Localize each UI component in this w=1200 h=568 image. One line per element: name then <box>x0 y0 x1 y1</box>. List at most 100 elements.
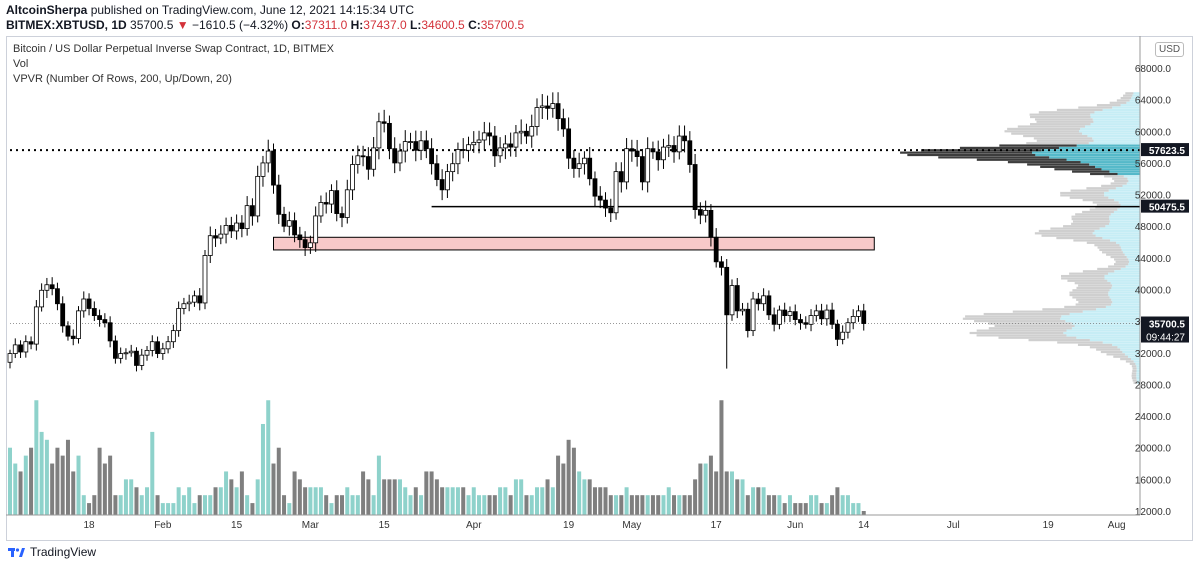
volume-bar <box>513 479 518 515</box>
currency-button[interactable]: USD <box>1155 42 1185 57</box>
price-label-box <box>1141 143 1189 157</box>
volume-bar <box>413 487 418 515</box>
volume-bar <box>192 503 197 515</box>
volume-bar <box>65 439 70 515</box>
volume-bar <box>292 471 297 515</box>
volume-profile-down-row <box>1112 177 1128 180</box>
volume-bar <box>345 487 350 515</box>
volume-bar <box>535 487 539 515</box>
y-tick-label: 24000.0 <box>1135 412 1172 423</box>
volume-bar <box>766 495 771 515</box>
x-tick-label: 15 <box>379 520 391 531</box>
volume-bar <box>629 495 634 515</box>
volume-profile-down-row <box>1036 139 1094 142</box>
volume-profile-up-row <box>1112 343 1140 346</box>
candle-body <box>170 330 176 343</box>
volume-bar <box>798 503 803 515</box>
volume-bar <box>113 495 118 515</box>
candle-body <box>223 225 229 235</box>
footer: TradingView <box>8 545 96 559</box>
volume-profile-down-row <box>1086 187 1116 190</box>
candle-body <box>381 121 387 124</box>
volume-bar <box>608 495 613 515</box>
volume-profile-down-row <box>1106 253 1125 256</box>
volume-profile-down-row <box>1061 277 1105 280</box>
candle-body <box>186 301 192 305</box>
candle-body <box>697 209 703 216</box>
volume-profile-down-row <box>1054 168 1102 171</box>
volume-profile-up-row <box>1063 331 1140 335</box>
volume-bar <box>155 495 160 515</box>
volume-bar <box>118 495 123 515</box>
volume-profile-up-row <box>1116 241 1140 244</box>
volume-profile-down-row <box>1131 372 1137 375</box>
candle-body <box>418 140 424 151</box>
low-value: 34600.5 <box>421 18 465 32</box>
volume-profile-down-row <box>1082 210 1114 214</box>
volume-bar <box>556 455 561 515</box>
volume-profile-up-row <box>1071 327 1140 330</box>
candle-body <box>661 146 666 161</box>
volume-profile-up-row <box>1117 346 1140 349</box>
candle-body <box>297 234 303 241</box>
volume-bar <box>809 495 814 515</box>
volume-profile-up-row <box>1108 222 1140 225</box>
candle-body <box>49 284 55 290</box>
volume-profile-down-row <box>1076 286 1112 290</box>
x-tick-label: 19 <box>1043 520 1055 531</box>
volume-profile-down-row <box>1125 360 1134 363</box>
candle-body <box>450 163 456 173</box>
volume-profile-down-row <box>1099 248 1122 252</box>
candle-body <box>86 298 92 309</box>
volume-profile-down-row <box>1131 365 1137 368</box>
volume-bar <box>745 495 750 515</box>
volume-profile-down-row <box>1060 191 1105 195</box>
volume-profile-down-row <box>999 144 1077 147</box>
volume-bar <box>39 431 44 515</box>
volume-bar <box>577 471 582 515</box>
candle-body <box>787 311 793 317</box>
candle-body <box>113 340 118 359</box>
volume-profile-up-row <box>1131 96 1140 100</box>
volume-bar <box>440 487 445 515</box>
candle-body <box>755 298 761 305</box>
volume-profile-down-row <box>1096 104 1121 107</box>
candle-body <box>734 285 740 312</box>
volume-profile-up-row <box>1104 191 1140 195</box>
candle-body <box>213 235 218 239</box>
volume-profile-up-row <box>1108 196 1140 199</box>
author-name[interactable]: AltcoinSherpa <box>6 3 88 17</box>
volume-profile-down-row <box>969 331 1064 335</box>
candle-body <box>777 309 782 325</box>
candle-body <box>782 309 788 317</box>
volume-bar <box>677 495 682 515</box>
volume-profile-up-row <box>1092 118 1140 121</box>
volume-bar <box>229 479 234 515</box>
volume-bar <box>181 495 186 515</box>
volume-profile-up-row <box>1122 184 1140 187</box>
volume-profile-down-row <box>1089 208 1118 211</box>
volume-profile-down-row <box>1007 127 1081 131</box>
volume-profile-up-row <box>1093 120 1140 123</box>
volume-bar <box>571 447 576 515</box>
volume-profile-down-row <box>1123 94 1133 97</box>
volume-profile-up-row <box>1090 115 1140 119</box>
volume-profile-down-row <box>1030 115 1091 119</box>
volume-bar <box>361 471 366 515</box>
volume-bar <box>566 439 571 515</box>
x-tick-label: Mar <box>302 520 320 531</box>
volume-profile-up-row <box>1105 305 1140 309</box>
volume-profile-up-row <box>1074 324 1140 327</box>
volume-profile-up-row <box>1080 127 1140 131</box>
volume-profile-down-row <box>998 336 1077 339</box>
volume-profile-up-row <box>1107 279 1140 282</box>
countdown-label-text: 09:44:27 <box>1146 333 1185 344</box>
volume-bar <box>445 487 450 515</box>
volume-profile-down-row <box>1104 175 1124 178</box>
volume-bar <box>819 503 824 515</box>
volume-bar <box>392 479 397 515</box>
volume-bar <box>492 495 497 515</box>
volume-profile-down-row <box>1056 108 1103 112</box>
footer-brand[interactable]: TradingView <box>30 545 97 559</box>
